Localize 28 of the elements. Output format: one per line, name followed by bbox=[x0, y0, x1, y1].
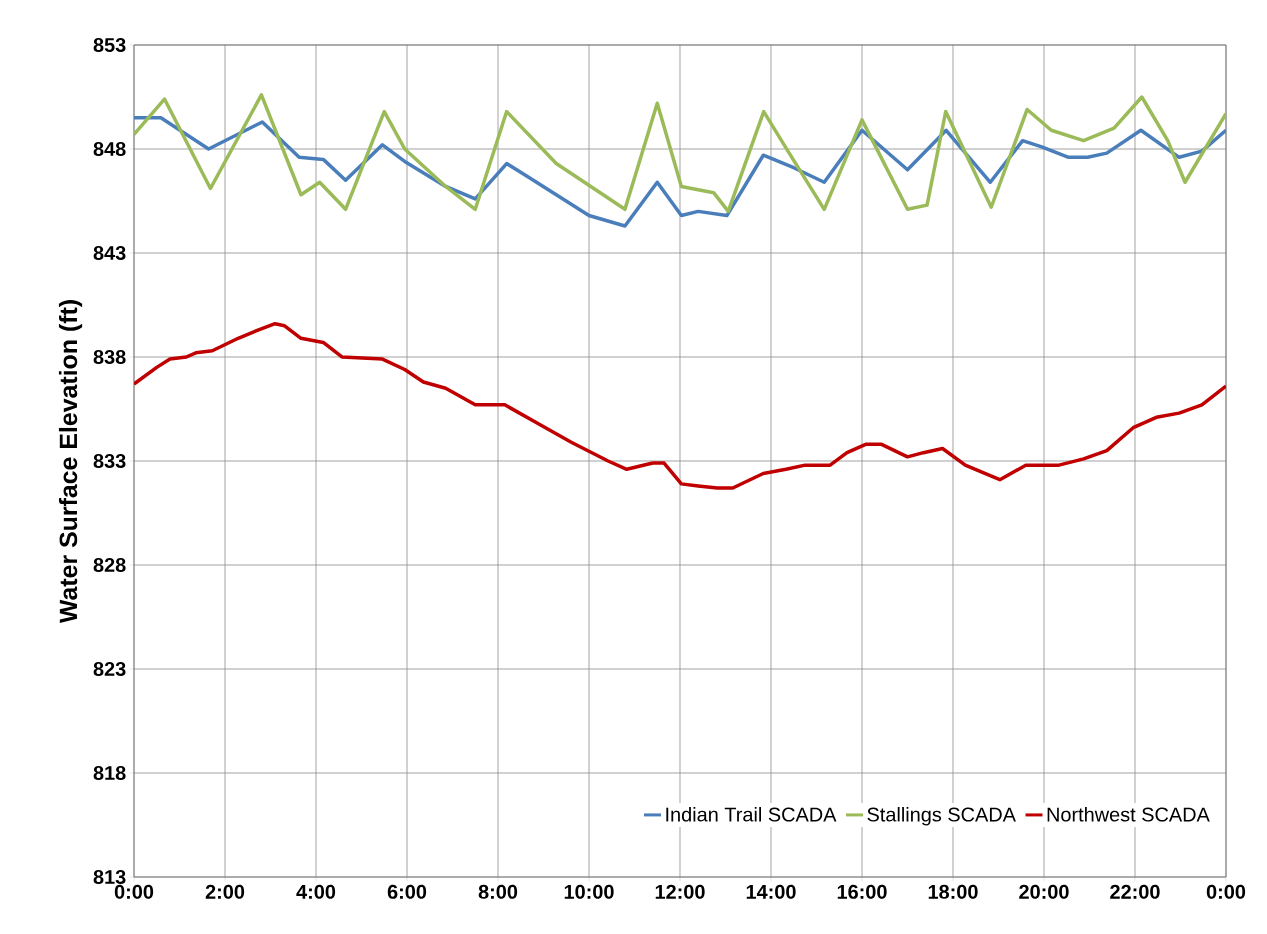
x-tick-label: 10:00 bbox=[564, 884, 614, 899]
legend-label: Indian Trail SCADA bbox=[666, 806, 837, 822]
y-tick-label: 843 bbox=[93, 245, 126, 261]
line-series bbox=[134, 321, 1226, 490]
x-tick-label: 8:00 bbox=[478, 884, 518, 899]
x-tick-label: 18:00 bbox=[928, 884, 978, 899]
x-tick-label: 12:00 bbox=[655, 884, 705, 899]
y-tick-label: 853 bbox=[93, 37, 126, 53]
y-tick-label: 848 bbox=[93, 141, 126, 157]
y-tick-label: 833 bbox=[93, 453, 126, 469]
x-tick-label: 0:00 bbox=[114, 884, 154, 899]
y-tick-label: 823 bbox=[93, 661, 126, 677]
x-tick-label: 20:00 bbox=[1019, 884, 1069, 899]
x-tick-label: 22:00 bbox=[1110, 884, 1160, 899]
line-series bbox=[134, 93, 1226, 214]
x-tick-label: 4:00 bbox=[296, 884, 336, 899]
y-tick-label: 838 bbox=[93, 349, 126, 365]
x-tick-label: 0:00 bbox=[1206, 884, 1246, 899]
x-tick-label: 14:00 bbox=[746, 884, 796, 899]
x-tick-label: 2:00 bbox=[205, 884, 245, 899]
y-tick-label: 828 bbox=[93, 557, 126, 573]
y-tick-label: 813 bbox=[93, 869, 126, 885]
x-tick-label: 6:00 bbox=[387, 884, 427, 899]
legend-label: Stallings SCADA bbox=[867, 806, 1016, 826]
y-axis-title: Water Surface Elevation (ft) bbox=[58, 300, 83, 624]
y-tick-label: 818 bbox=[93, 765, 126, 781]
legend-label: Northwest SCADA bbox=[1047, 806, 1210, 822]
x-tick-label: 16:00 bbox=[837, 884, 887, 899]
